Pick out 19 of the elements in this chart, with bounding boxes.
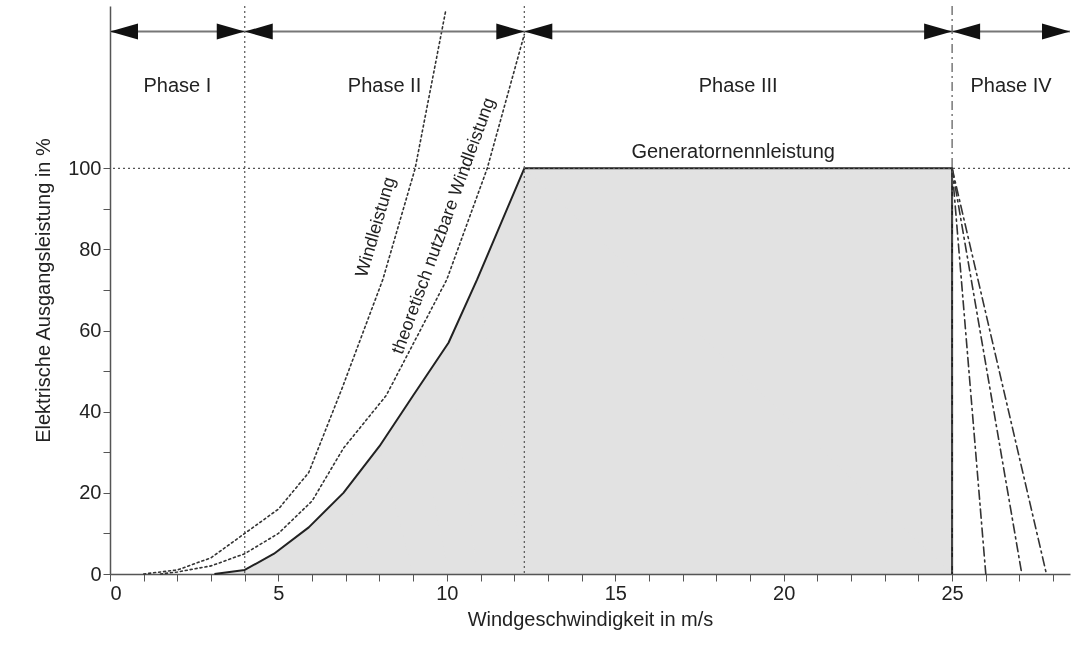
y-tick-label: 20 bbox=[79, 481, 102, 504]
x-axis-title: Windgeschwindigkeit in m/s bbox=[467, 607, 714, 630]
annotation: Generatornennleistung bbox=[631, 140, 835, 163]
y-axis-title: Elektrische Ausgangsleistung in % bbox=[32, 137, 55, 443]
y-tick-label: 100 bbox=[68, 156, 102, 179]
y-tick-label: 60 bbox=[79, 319, 102, 342]
x-tick-label: 20 bbox=[773, 581, 796, 604]
x-tick-label: 5 bbox=[273, 581, 285, 604]
x-tick-label: 25 bbox=[941, 581, 964, 604]
y-tick-label: 0 bbox=[90, 562, 102, 585]
x-tick-label: 0 bbox=[110, 581, 122, 604]
x-tick-label: 15 bbox=[604, 581, 627, 604]
annotation: Phase IV bbox=[970, 73, 1053, 96]
annotation: Phase III bbox=[698, 73, 778, 96]
annotation: Phase II bbox=[347, 73, 422, 96]
y-tick-label: 40 bbox=[79, 400, 102, 423]
x-tick-label: 10 bbox=[436, 581, 459, 604]
annotation: Phase I bbox=[143, 73, 212, 96]
y-tick-label: 80 bbox=[79, 237, 102, 260]
